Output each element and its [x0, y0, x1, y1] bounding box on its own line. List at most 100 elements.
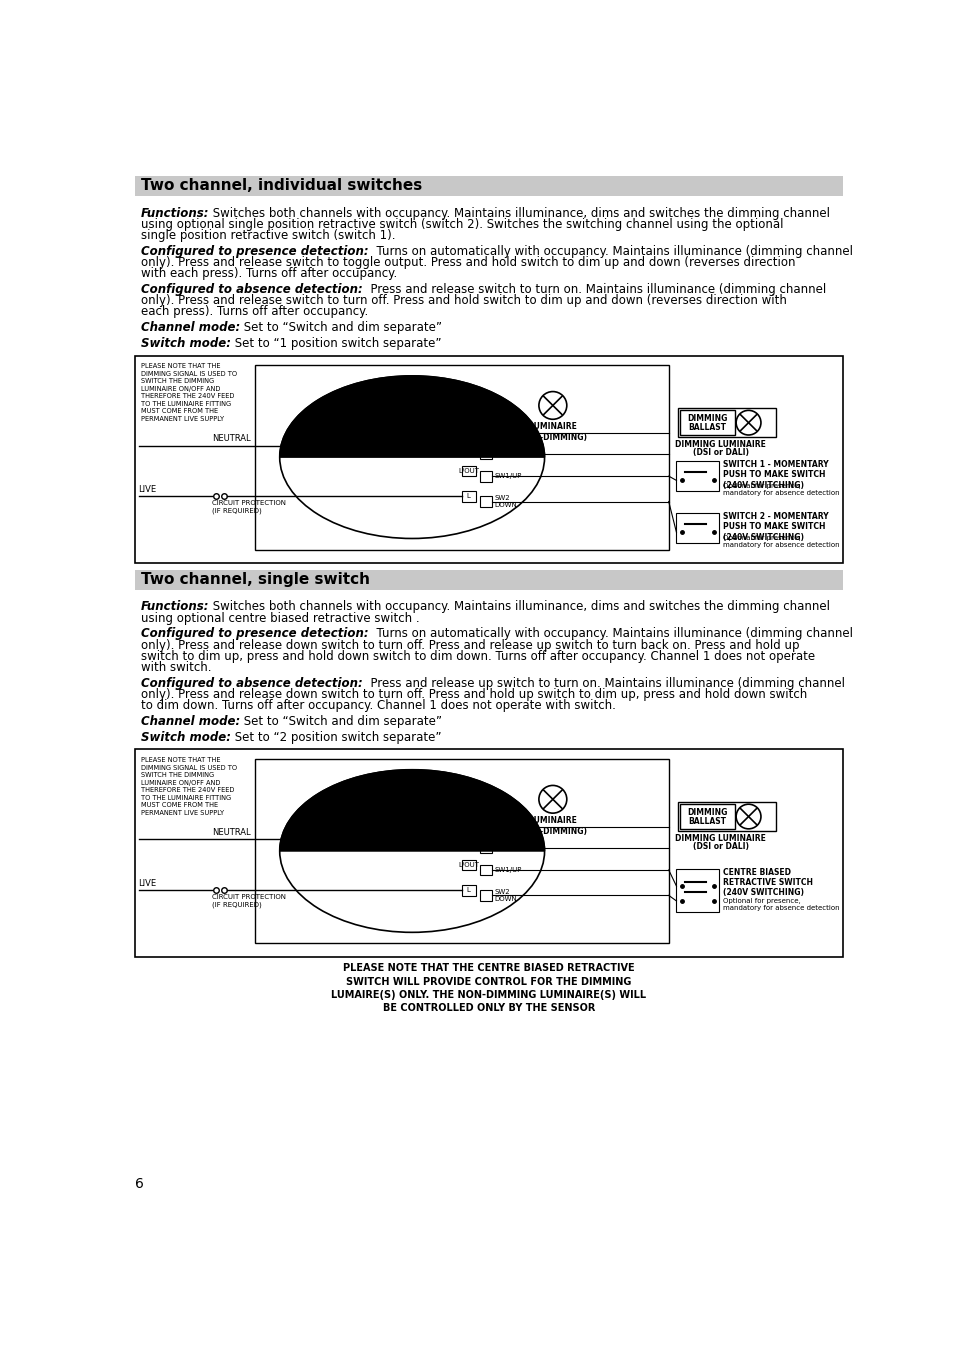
Text: Channel mode:: Channel mode:: [141, 321, 240, 335]
Text: DIMMING LUMINAIRE: DIMMING LUMINAIRE: [675, 440, 765, 449]
Text: Configured to presence detection:: Configured to presence detection:: [141, 244, 368, 258]
Text: using optional centre biased retractive switch .: using optional centre biased retractive …: [141, 611, 419, 625]
Bar: [254, 364, 668, 549]
Bar: [479, 448, 492, 459]
Text: L/OUT: L/OUT: [457, 862, 478, 867]
Text: Press and release up switch to turn on. Maintains illuminance (dimming channel: Press and release up switch to turn on. …: [362, 677, 843, 689]
Bar: [479, 842, 492, 853]
Text: BALLAST: BALLAST: [688, 424, 726, 432]
Text: PLEASE NOTE THAT THE
DIMMING SIGNAL IS USED TO
SWITCH THE DIMMING
LUMINAIRE ON/O: PLEASE NOTE THAT THE DIMMING SIGNAL IS U…: [141, 363, 237, 422]
Text: DIMMING: DIMMING: [686, 808, 727, 817]
Text: using optional single position retractive switch (switch 2). Switches the switch: using optional single position retractiv…: [141, 217, 782, 231]
Bar: [678, 801, 776, 831]
Text: Configured to presence detection:: Configured to presence detection:: [141, 627, 368, 641]
Text: Optional for presence,
mandatory for absence detection: Optional for presence, mandatory for abs…: [722, 536, 839, 548]
Text: DIM+: DIM+: [494, 451, 513, 457]
Text: to dim down. Turns off after occupancy. Channel 1 does not operate with switch.: to dim down. Turns off after occupancy. …: [141, 699, 616, 712]
Text: DIMMING: DIMMING: [686, 414, 727, 424]
Text: LUMINAIRE
(NON-DIMMING): LUMINAIRE (NON-DIMMING): [517, 422, 587, 441]
Bar: [676, 514, 719, 542]
Bar: [461, 440, 476, 451]
Circle shape: [736, 804, 760, 828]
Text: Configured to presence detection:: Configured to presence detection:: [141, 244, 368, 258]
Text: DIMMING LUMINAIRE: DIMMING LUMINAIRE: [675, 834, 765, 843]
Text: Channel mode:: Channel mode:: [141, 321, 240, 335]
Text: Switches both channels with occupancy. Maintains illuminance, dims and switches : Switches both channels with occupancy. M…: [210, 600, 829, 614]
Text: DIM-: DIM-: [494, 824, 510, 830]
Text: L: L: [466, 888, 470, 893]
Text: DIM-: DIM-: [494, 430, 510, 437]
Text: SW2
DOWN: SW2 DOWN: [494, 889, 517, 902]
Ellipse shape: [279, 376, 544, 538]
Text: Optional for presence,
mandatory for absence detection: Optional for presence, mandatory for abs…: [722, 898, 839, 912]
Text: LUMINAIRE
(NON-DIMMING): LUMINAIRE (NON-DIMMING): [517, 816, 587, 835]
Text: 6: 6: [134, 1178, 144, 1191]
Text: Switches both channels with occupancy. Maintains illuminance, dims and switches : Switches both channels with occupancy. M…: [210, 206, 829, 220]
Text: CIRCUIT PROTECTION
(IF REQUIRED): CIRCUIT PROTECTION (IF REQUIRED): [212, 894, 286, 908]
Text: Set to “1 position switch separate”: Set to “1 position switch separate”: [231, 337, 441, 349]
Text: SW1/UP: SW1/UP: [494, 867, 521, 873]
Polygon shape: [279, 376, 544, 457]
Circle shape: [736, 410, 760, 434]
Text: (DSI or DALI): (DSI or DALI): [692, 448, 748, 457]
Bar: [254, 758, 668, 943]
Bar: [461, 491, 476, 502]
Text: switch to dim up, press and hold down switch to dim down. Turns off after occupa: switch to dim up, press and hold down sw…: [141, 650, 814, 662]
Text: Configured to absence detection:: Configured to absence detection:: [141, 677, 362, 689]
Text: Switch mode:: Switch mode:: [141, 337, 231, 349]
Text: each press). Turns off after occupancy.: each press). Turns off after occupancy.: [141, 305, 368, 318]
Bar: [134, 750, 842, 958]
Bar: [679, 410, 734, 434]
Text: LIVE: LIVE: [138, 880, 156, 888]
Bar: [678, 407, 776, 437]
Text: Configured to presence detection:: Configured to presence detection:: [141, 627, 368, 641]
Bar: [479, 865, 492, 876]
Text: Set to “Switch and dim separate”: Set to “Switch and dim separate”: [240, 715, 442, 727]
Bar: [134, 569, 842, 590]
Text: Functions:: Functions:: [141, 206, 210, 220]
Text: CENTRE BIASED
RETRACTIVE SWITCH
(240V SWITCHING): CENTRE BIASED RETRACTIVE SWITCH (240V SW…: [722, 867, 812, 897]
Bar: [676, 869, 719, 912]
Bar: [134, 175, 842, 196]
Bar: [461, 885, 476, 896]
Text: Set to “Switch and dim separate”: Set to “Switch and dim separate”: [240, 321, 442, 335]
Text: Configured to absence detection:: Configured to absence detection:: [141, 283, 362, 295]
Text: Configured to absence detection:: Configured to absence detection:: [141, 677, 362, 689]
Text: Set to “2 position switch separate”: Set to “2 position switch separate”: [231, 731, 441, 743]
Text: Turns on automatically with occupancy. Maintains illuminance (dimming channel: Turns on automatically with occupancy. M…: [368, 627, 852, 641]
Bar: [479, 822, 492, 832]
Text: Two channel, single switch: Two channel, single switch: [141, 572, 370, 587]
Bar: [479, 890, 492, 901]
Text: (DSI or DALI): (DSI or DALI): [692, 842, 748, 851]
Circle shape: [538, 391, 566, 420]
Text: Turns on automatically with occupancy. Maintains illuminance (dimming channel: Turns on automatically with occupancy. M…: [368, 244, 852, 258]
Text: N: N: [466, 836, 471, 843]
Text: Functions:: Functions:: [141, 600, 210, 614]
Bar: [479, 428, 492, 438]
Text: LIVE: LIVE: [138, 486, 156, 494]
Text: PLEASE NOTE THAT THE
DIMMING SIGNAL IS USED TO
SWITCH THE DIMMING
LUMINAIRE ON/O: PLEASE NOTE THAT THE DIMMING SIGNAL IS U…: [141, 757, 237, 816]
Text: BALLAST: BALLAST: [688, 817, 726, 826]
Bar: [134, 356, 842, 564]
Text: Functions:: Functions:: [141, 600, 210, 614]
Text: NEUTRAL: NEUTRAL: [212, 434, 251, 444]
Text: L/OUT: L/OUT: [457, 468, 478, 473]
Bar: [679, 804, 734, 828]
Text: with each press). Turns off after occupancy.: with each press). Turns off after occupa…: [141, 267, 396, 281]
Bar: [461, 859, 476, 870]
Text: Optional for presence,
mandatory for absence detection: Optional for presence, mandatory for abs…: [722, 483, 839, 496]
Ellipse shape: [279, 770, 544, 932]
Text: Functions:: Functions:: [141, 206, 210, 220]
Text: Switch mode:: Switch mode:: [141, 337, 231, 349]
Text: only). Press and release switch to toggle output. Press and hold switch to dim u: only). Press and release switch to toggl…: [141, 256, 795, 268]
Text: Press and release switch to turn on. Maintains illuminance (dimming channel: Press and release switch to turn on. Mai…: [362, 283, 825, 295]
Text: L: L: [466, 494, 470, 499]
Text: with switch.: with switch.: [141, 661, 212, 674]
Circle shape: [538, 785, 566, 813]
Text: only). Press and release switch to turn off. Press and hold switch to dim up and: only). Press and release switch to turn …: [141, 294, 786, 308]
Bar: [676, 461, 719, 491]
Text: N: N: [466, 442, 471, 449]
Text: SWITCH 1 - MOMENTARY
PUSH TO MAKE SWITCH
(240V SWITCHING): SWITCH 1 - MOMENTARY PUSH TO MAKE SWITCH…: [722, 460, 828, 490]
Text: PLEASE NOTE THAT THE CENTRE BIASED RETRACTIVE
SWITCH WILL PROVIDE CONTROL FOR TH: PLEASE NOTE THAT THE CENTRE BIASED RETRA…: [331, 963, 646, 1013]
Bar: [461, 834, 476, 844]
